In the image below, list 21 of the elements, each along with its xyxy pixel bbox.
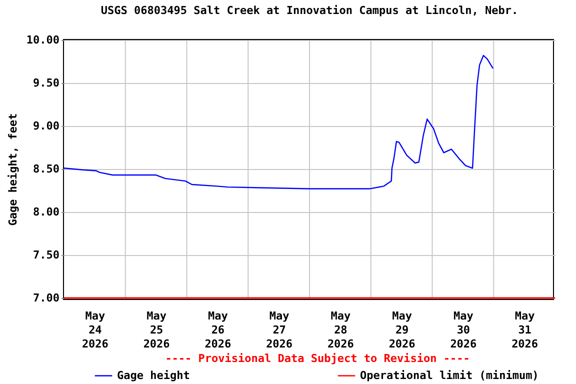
- text: ---- Provisional Data Subject to Revision ----: [165, 352, 470, 365]
- y-tick-label: 8.00: [33, 206, 60, 218]
- y-tick-label: 7.00: [33, 292, 60, 304]
- x-tick-label: May 31 2026: [512, 310, 538, 350]
- x-tick-label: May 27 2026: [266, 310, 293, 350]
- x-tick-label: May 25 2026: [143, 310, 170, 350]
- legend-label: Gage height: [117, 368, 190, 382]
- y-tick-label: 9.00: [33, 120, 60, 132]
- chart-title: USGS 06803495 Salt Creek at Innovation Campus at Lincoln, Nebr.: [100, 4, 518, 17]
- x-tick-label: May 29 2026: [388, 310, 416, 350]
- y-tick-label: 9.50: [33, 76, 60, 90]
- line-series: [63, 54, 494, 190]
- x-tick-label: May 24 2026: [82, 310, 109, 350]
- y-tick-label: 8.50: [33, 162, 60, 176]
- x-tick-label: May 30 2026: [450, 310, 478, 350]
- legend-label: Operational limit (minimum): [360, 368, 539, 382]
- y-tick-label: 7.50: [33, 248, 60, 262]
- x-tick-label: May 28 2026: [327, 310, 354, 350]
- y-tick-label: 10.00: [26, 34, 60, 46]
- y-axis-title: Gage height, feet: [6, 113, 20, 226]
- x-tick-label: May 26 2026: [204, 310, 232, 350]
